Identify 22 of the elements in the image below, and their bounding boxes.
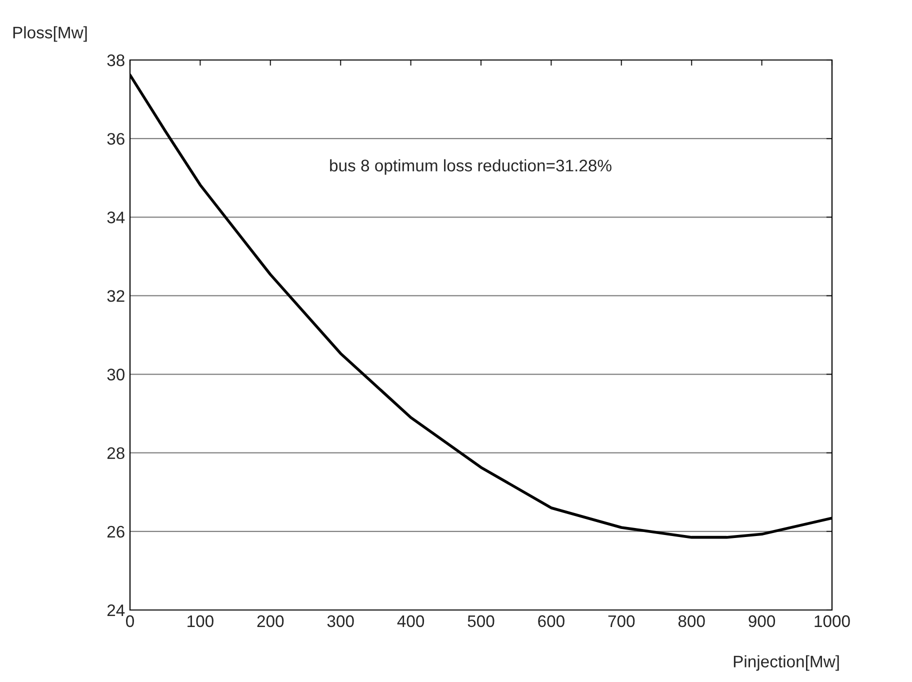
x-tick-label: 800	[678, 615, 705, 628]
y-tick-label: 30	[107, 368, 124, 380]
y-tick-label: 32	[107, 290, 124, 302]
y-tick-label: 38	[107, 54, 124, 66]
y-axis-title: Ploss[Mw]	[13, 26, 87, 42]
y-tick-label: 28	[107, 447, 124, 460]
y-tick-label: 34	[107, 212, 125, 224]
x-tick-label: 600	[538, 615, 564, 628]
x-tick-label: 100	[188, 615, 214, 628]
x-tick-label: 700	[608, 615, 635, 628]
x-tick-label: 200	[257, 615, 284, 628]
x-tick-label: 400	[397, 615, 424, 628]
x-axis-title: Pinjection[Mw]	[734, 655, 839, 671]
x-tick-label: 900	[748, 615, 776, 628]
y-tick-label: 24	[107, 604, 125, 616]
annotation: bus 8 optimum loss reduction=31.28%	[330, 159, 612, 175]
x-tick-label: 500	[468, 615, 494, 628]
x-tick-label: 0	[126, 615, 134, 628]
x-tick-label: 300	[327, 615, 354, 628]
y-tick-label: 36	[107, 132, 124, 145]
x-tick-label: 1000	[814, 615, 850, 628]
y-tick-label: 26	[107, 526, 124, 538]
